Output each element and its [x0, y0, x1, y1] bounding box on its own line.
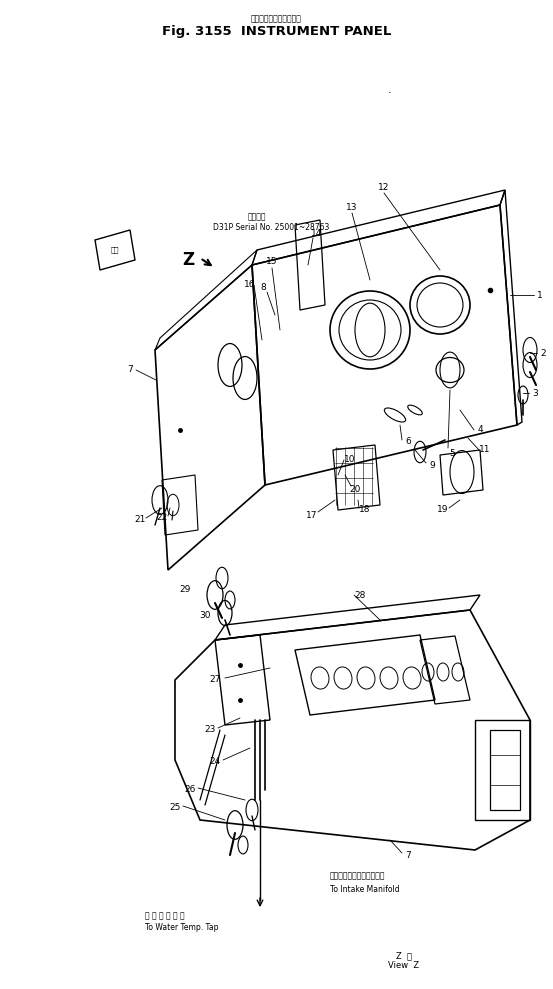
- Text: 19: 19: [437, 505, 448, 514]
- Text: 7: 7: [127, 366, 133, 375]
- Text: 25: 25: [169, 803, 181, 813]
- Text: 28: 28: [354, 590, 366, 599]
- Text: インテークマニホールドへ: インテークマニホールドへ: [330, 871, 385, 880]
- Text: 14: 14: [311, 228, 323, 237]
- Text: 前方: 前方: [111, 246, 119, 253]
- Text: 11: 11: [479, 445, 491, 455]
- Text: 21: 21: [134, 515, 145, 524]
- Text: インスツルメントパネル: インスツルメントパネル: [251, 15, 302, 24]
- Text: .: .: [388, 85, 392, 95]
- Text: 27: 27: [210, 675, 221, 684]
- Text: 水 温 取 出 口 へ: 水 温 取 出 口 へ: [145, 912, 185, 921]
- Text: 12: 12: [378, 183, 390, 192]
- Text: 1: 1: [537, 291, 543, 300]
- Text: Fig. 3155  INSTRUMENT PANEL: Fig. 3155 INSTRUMENT PANEL: [162, 25, 391, 38]
- Text: 26: 26: [184, 785, 196, 794]
- Text: View  Z: View Z: [388, 961, 420, 970]
- Text: 4: 4: [477, 425, 483, 434]
- Text: 17: 17: [306, 510, 318, 519]
- Text: 2: 2: [540, 348, 546, 357]
- Text: 22: 22: [156, 513, 168, 522]
- Text: 適用年式: 適用年式: [248, 213, 267, 222]
- Text: 8: 8: [260, 283, 266, 292]
- Text: Z: Z: [182, 251, 194, 269]
- Text: 30: 30: [199, 610, 211, 619]
- Text: To Water Temp. Tap: To Water Temp. Tap: [145, 924, 218, 933]
- Text: D31P Serial No. 25001~28763: D31P Serial No. 25001~28763: [213, 224, 330, 232]
- Text: Z  横: Z 横: [396, 951, 412, 960]
- Text: 13: 13: [346, 203, 358, 212]
- Text: 23: 23: [204, 726, 216, 735]
- Text: 7: 7: [405, 851, 411, 859]
- Text: 16: 16: [244, 281, 255, 290]
- Text: 18: 18: [359, 505, 371, 514]
- Text: 29: 29: [179, 585, 191, 594]
- Text: 24: 24: [210, 758, 221, 766]
- Text: 20: 20: [349, 486, 361, 494]
- Text: 10: 10: [345, 456, 356, 465]
- Text: 15: 15: [266, 257, 278, 266]
- Text: 6: 6: [405, 437, 411, 446]
- Text: 3: 3: [532, 389, 538, 398]
- Text: 5: 5: [449, 448, 455, 458]
- Text: 9: 9: [429, 461, 435, 470]
- Text: To Intake Manifold: To Intake Manifold: [330, 884, 400, 893]
